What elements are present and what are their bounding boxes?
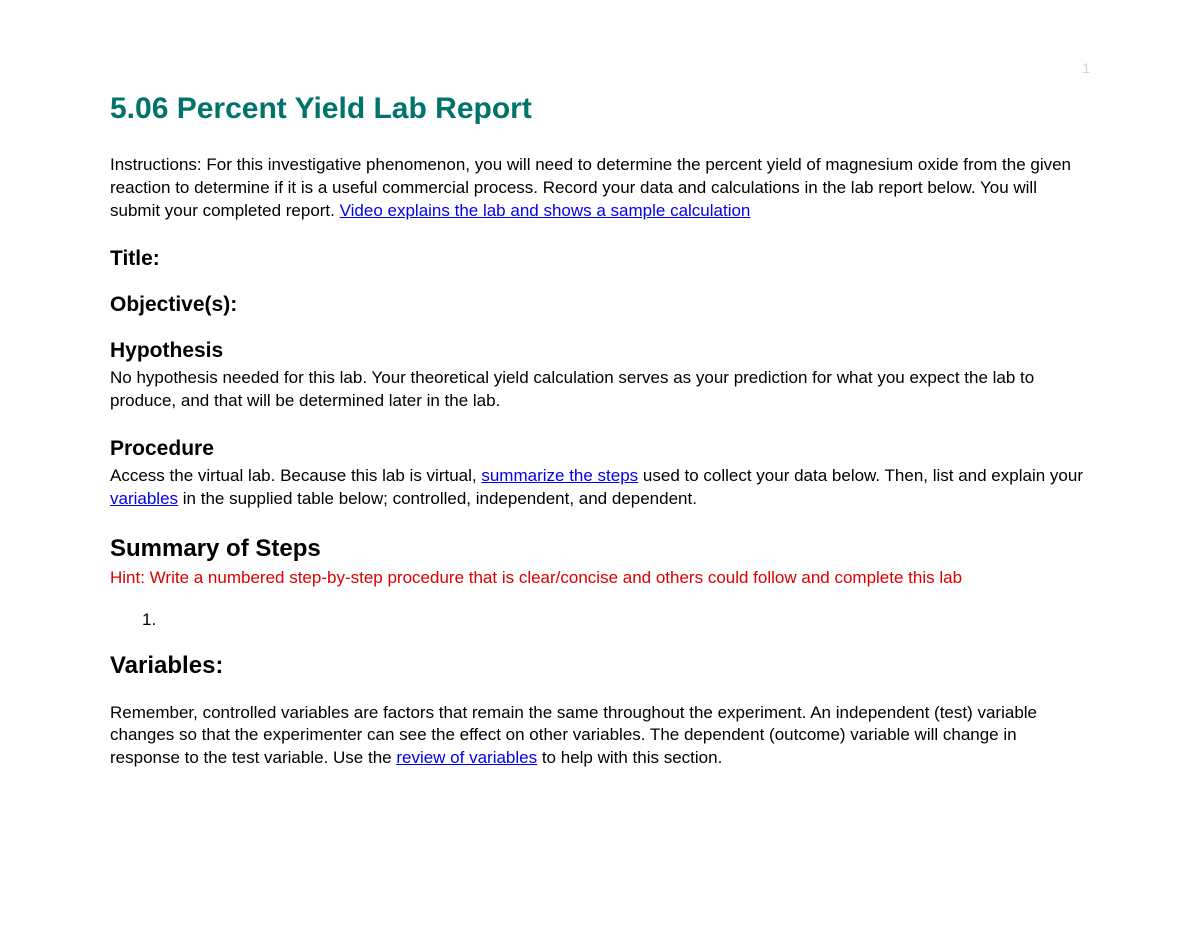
procedure-heading: Procedure	[110, 437, 1090, 461]
procedure-text-2: used to collect your data below. Then, l…	[638, 466, 1083, 485]
review-variables-link[interactable]: review of variables	[396, 748, 537, 767]
summary-heading: Summary of Steps	[110, 535, 1090, 563]
variables-text-2: to help with this section.	[537, 748, 722, 767]
procedure-text-1: Access the virtual lab. Because this lab…	[110, 466, 481, 485]
page-number: 1	[1082, 60, 1090, 76]
video-link[interactable]: Video explains the lab and shows a sampl…	[340, 201, 751, 220]
objectives-heading: Objective(s):	[110, 293, 1090, 317]
document-title: 5.06 Percent Yield Lab Report	[110, 92, 1090, 126]
title-heading: Title:	[110, 247, 1090, 271]
summary-hint: Hint: Write a numbered step-by-step proc…	[110, 567, 1090, 590]
instructions-paragraph: Instructions: For this investigative phe…	[110, 154, 1090, 223]
variables-link[interactable]: variables	[110, 489, 178, 508]
variables-body: Remember, controlled variables are facto…	[110, 702, 1090, 771]
step-item-1: 1.	[142, 610, 1090, 630]
procedure-text-3: in the supplied table below; controlled,…	[178, 489, 697, 508]
hypothesis-heading: Hypothesis	[110, 339, 1090, 363]
hypothesis-body: No hypothesis needed for this lab. Your …	[110, 367, 1090, 413]
variables-heading: Variables:	[110, 652, 1090, 680]
summarize-steps-link[interactable]: summarize the steps	[481, 466, 638, 485]
procedure-body: Access the virtual lab. Because this lab…	[110, 465, 1090, 511]
